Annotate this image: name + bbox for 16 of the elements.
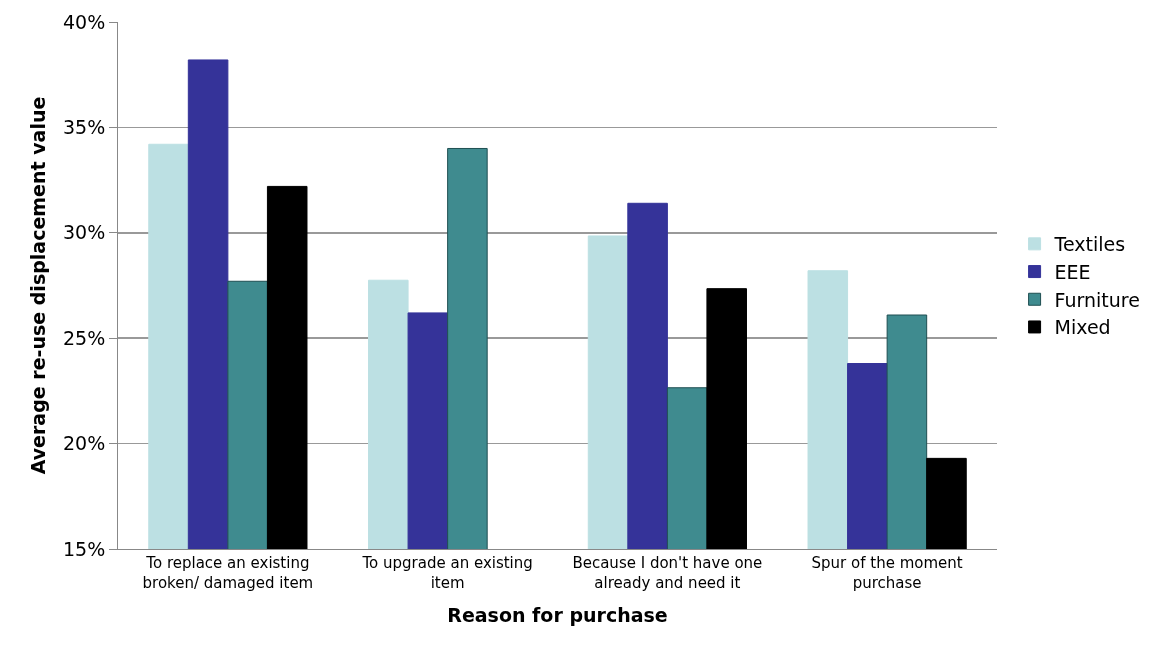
y-axis-title: Average re-use displacement value [26,96,49,475]
x-tick-label: Because I don't have one already and need it [572,554,763,592]
legend-label: Textiles [1053,233,1126,256]
legend-label: Mixed [1054,316,1111,339]
y-tick-label: 30% [62,221,106,244]
y-tick-label: 40% [62,10,106,33]
legend-label: Furniture [1054,288,1140,311]
x-tick-label: To replace an existing broken/ damaged item [142,554,314,592]
x-tick-label: To upgrade an existing item [361,554,533,592]
y-tick-label: 15% [62,537,106,560]
x-tick-label: Spur of the moment purchase [811,554,963,592]
x-axis-title: Reason for purchase [447,604,668,627]
y-tick-label: 25% [62,326,106,349]
legend-label: EEE [1054,260,1091,283]
y-tick-label: 20% [62,432,106,455]
y-tick-label: 35% [62,116,106,139]
